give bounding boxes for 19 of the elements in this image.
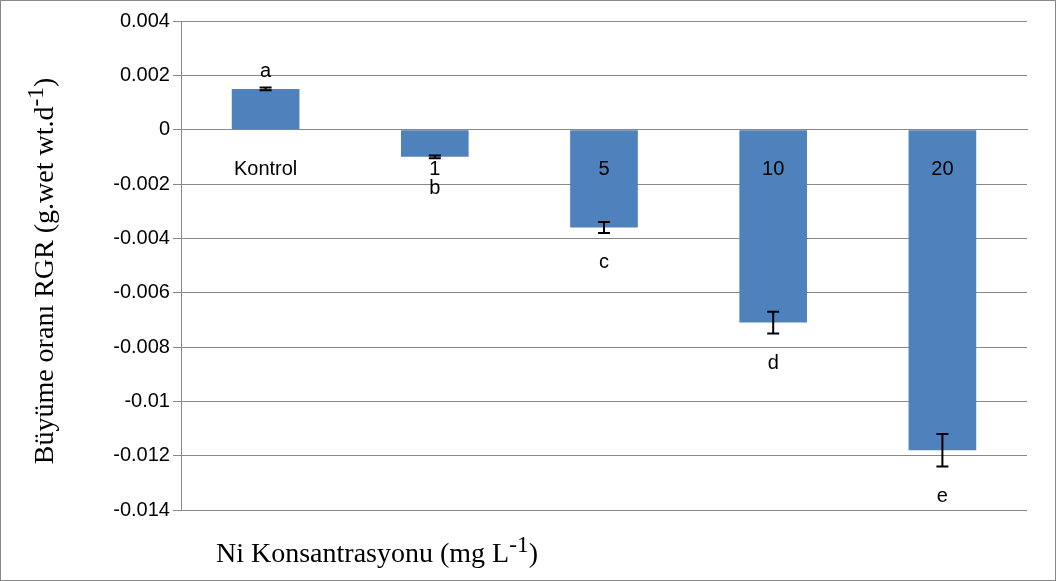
annotation: d bbox=[767, 350, 779, 373]
annotation: c bbox=[599, 250, 609, 273]
y-tick-label: -0.002 bbox=[113, 171, 170, 194]
x-tick-label: Kontrol bbox=[233, 157, 298, 180]
y-tick-label: -0.004 bbox=[113, 225, 170, 248]
x-tick-label: 5 bbox=[598, 157, 610, 180]
y-tick-label: -0.006 bbox=[113, 280, 170, 303]
x-axis-title: Ni Konsantrasyonu (mg L$^{-1}$) bbox=[216, 531, 538, 570]
y-tick-label: -0.012 bbox=[113, 443, 170, 466]
x-tick-label: 20 bbox=[931, 157, 954, 180]
y-tick-label: 0.002 bbox=[119, 62, 170, 85]
y-tick-label: 0.004 bbox=[119, 8, 170, 31]
annotation: a bbox=[260, 59, 273, 82]
y-tick-label: -0.014 bbox=[113, 497, 170, 520]
y-tick-label: -0.01 bbox=[124, 388, 170, 411]
annotation: e bbox=[936, 484, 948, 507]
y-tick-label: 0 bbox=[158, 117, 170, 140]
x-tick-label: 10 bbox=[762, 157, 785, 180]
y-tick-label: -0.008 bbox=[113, 334, 170, 357]
